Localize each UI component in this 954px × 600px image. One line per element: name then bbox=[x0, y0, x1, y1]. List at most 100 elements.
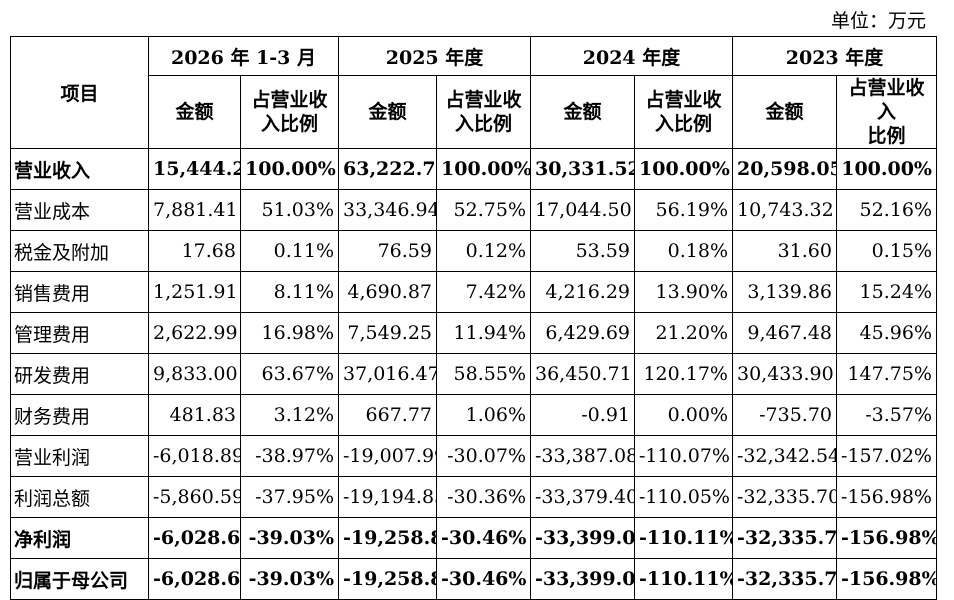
ratio-header: 占营业收入比例 bbox=[634, 75, 733, 149]
amount-cell: 4,690.87 bbox=[338, 271, 437, 313]
amount-cell: 667.77 bbox=[338, 394, 437, 436]
period-header: 2025 年度 bbox=[338, 36, 531, 76]
table-row: 管理费用 2,622.99 16.98% 7,549.25 11.94% 6,429.69… bbox=[10, 312, 937, 354]
amount-cell: 17.68 bbox=[148, 230, 241, 272]
ratio-cell: 51.03% bbox=[240, 189, 339, 231]
ratio-cell: -3.57% bbox=[836, 394, 937, 436]
ratio-header: 占营业收入比例 bbox=[836, 75, 937, 149]
ratio-cell: -30.46% bbox=[436, 558, 531, 600]
amount-cell: -6,028.66 bbox=[148, 517, 241, 559]
period-header: 2023 年度 bbox=[732, 36, 937, 76]
unit-label: 单位：万元 bbox=[830, 10, 926, 32]
ratio-cell: 8.11% bbox=[240, 271, 339, 313]
amount-cell: 15,444.28 bbox=[148, 148, 241, 190]
row-label: 净利润 bbox=[10, 517, 149, 559]
table-row: 利润总额 -5,860.59 -37.95% -19,194.85 -30.36% -33… bbox=[10, 476, 937, 518]
amount-cell: -6,028.66 bbox=[148, 558, 241, 600]
amount-cell: 17,044.50 bbox=[530, 189, 635, 231]
amount-header: 金额 bbox=[338, 75, 437, 149]
amount-cell: 3,139.86 bbox=[732, 271, 837, 313]
ratio-cell: 16.98% bbox=[240, 312, 339, 354]
amount-cell: 33,346.94 bbox=[338, 189, 437, 231]
ratio-header: 占营业收入比例 bbox=[436, 75, 531, 149]
ratio-cell: 52.75% bbox=[436, 189, 531, 231]
table-row: 销售费用 1,251.91 8.11% 4,690.87 7.42% 4,216.29 13… bbox=[10, 271, 937, 313]
ratio-cell: 1.06% bbox=[436, 394, 531, 436]
amount-cell: -0.91 bbox=[530, 394, 635, 436]
table-row: 财务费用 481.83 3.12% 667.77 1.06% -0.91 0.00% -735… bbox=[10, 394, 937, 436]
period-header: 2024 年度 bbox=[530, 36, 733, 76]
ratio-cell: 0.15% bbox=[836, 230, 937, 272]
table-row: 营业收入15,444.28100.00%63,222.78100.00%30,3… bbox=[10, 148, 937, 190]
ratio-cell: 100.00% bbox=[240, 148, 339, 190]
ratio-cell: 0.00% bbox=[634, 394, 733, 436]
amount-cell: 37,016.47 bbox=[338, 353, 437, 395]
table-row: 营业成本 7,881.41 51.03% 33,346.94 52.75% 17,044.… bbox=[10, 189, 937, 231]
period-header: 2026 年 1-3 月 bbox=[148, 36, 339, 76]
amount-cell: -32,335.70 bbox=[732, 517, 837, 559]
amount-cell: 4,216.29 bbox=[530, 271, 635, 313]
ratio-cell: 100.00% bbox=[634, 148, 733, 190]
amount-cell: 481.83 bbox=[148, 394, 241, 436]
amount-cell: -33,399.08 bbox=[530, 517, 635, 559]
amount-cell: -33,399.08 bbox=[530, 558, 635, 600]
ratio-cell: 100.00% bbox=[836, 148, 937, 190]
row-label: 财务费用 bbox=[10, 394, 149, 436]
row-label: 管理费用 bbox=[10, 312, 149, 354]
ratio-cell: 21.20% bbox=[634, 312, 733, 354]
amount-cell: -19,007.99 bbox=[338, 435, 437, 477]
amount-cell: 53.59 bbox=[530, 230, 635, 272]
amount-cell: 10,743.32 bbox=[732, 189, 837, 231]
amount-header: 金额 bbox=[732, 75, 837, 149]
amount-header: 金额 bbox=[148, 75, 241, 149]
amount-cell: 6,429.69 bbox=[530, 312, 635, 354]
item-header: 项目 bbox=[10, 36, 149, 149]
ratio-cell: 63.67% bbox=[240, 353, 339, 395]
ratio-cell: -110.07% bbox=[634, 435, 733, 477]
amount-cell: -5,860.59 bbox=[148, 476, 241, 518]
ratio-cell: 56.19% bbox=[634, 189, 733, 231]
ratio-cell: -39.03% bbox=[240, 517, 339, 559]
amount-cell: 36,450.71 bbox=[530, 353, 635, 395]
ratio-cell: -38.97% bbox=[240, 435, 339, 477]
amount-cell: -33,387.08 bbox=[530, 435, 635, 477]
ratio-cell: 7.42% bbox=[436, 271, 531, 313]
ratio-cell: -39.03% bbox=[240, 558, 339, 600]
ratio-cell: -110.11% bbox=[634, 517, 733, 559]
row-label: 利润总额 bbox=[10, 476, 149, 518]
row-label: 税金及附加 bbox=[10, 230, 149, 272]
ratio-cell: 13.90% bbox=[634, 271, 733, 313]
amount-cell: -32,335.70 bbox=[732, 558, 837, 600]
amount-cell: -735.70 bbox=[732, 394, 837, 436]
ratio-cell: 3.12% bbox=[240, 394, 339, 436]
table-row: 研发费用 9,833.00 63.67% 37,016.47 58.55% 36,450.… bbox=[10, 353, 937, 395]
amount-cell: 20,598.05 bbox=[732, 148, 837, 190]
ratio-cell: 11.94% bbox=[436, 312, 531, 354]
table-row: 税金及附加 17.68 0.11% 76.59 0.12% 53.59 0.18% 31.60… bbox=[10, 230, 937, 272]
amount-cell: 30,433.90 bbox=[732, 353, 837, 395]
amount-cell: -6,018.89 bbox=[148, 435, 241, 477]
ratio-cell: 15.24% bbox=[836, 271, 937, 313]
amount-cell: 63,222.78 bbox=[338, 148, 437, 190]
ratio-cell: -110.11% bbox=[634, 558, 733, 600]
ratio-cell: -156.98% bbox=[836, 517, 937, 559]
amount-cell: 30,331.52 bbox=[530, 148, 635, 190]
amount-cell: 7,549.25 bbox=[338, 312, 437, 354]
ratio-cell: 100.00% bbox=[436, 148, 531, 190]
amount-cell: 9,467.48 bbox=[732, 312, 837, 354]
ratio-cell: -30.07% bbox=[436, 435, 531, 477]
row-label: 归属于母公司 bbox=[10, 558, 149, 600]
row-label: 销售费用 bbox=[10, 271, 149, 313]
ratio-cell: -110.05% bbox=[634, 476, 733, 518]
amount-header: 金额 bbox=[530, 75, 635, 149]
row-label: 营业成本 bbox=[10, 189, 149, 231]
amount-cell: 1,251.91 bbox=[148, 271, 241, 313]
table-row: 归属于母公司-6,028.66-39.03%-19,258.89-30.46%-… bbox=[10, 558, 937, 600]
ratio-cell: 0.11% bbox=[240, 230, 339, 272]
amount-cell: -33,379.40 bbox=[530, 476, 635, 518]
ratio-cell: 120.17% bbox=[634, 353, 733, 395]
ratio-cell: -157.02% bbox=[836, 435, 937, 477]
ratio-cell: 45.96% bbox=[836, 312, 937, 354]
table-row: 营业利润 -6,018.89 -38.97% -19,007.99 -30.07% -33… bbox=[10, 435, 937, 477]
ratio-cell: 58.55% bbox=[436, 353, 531, 395]
